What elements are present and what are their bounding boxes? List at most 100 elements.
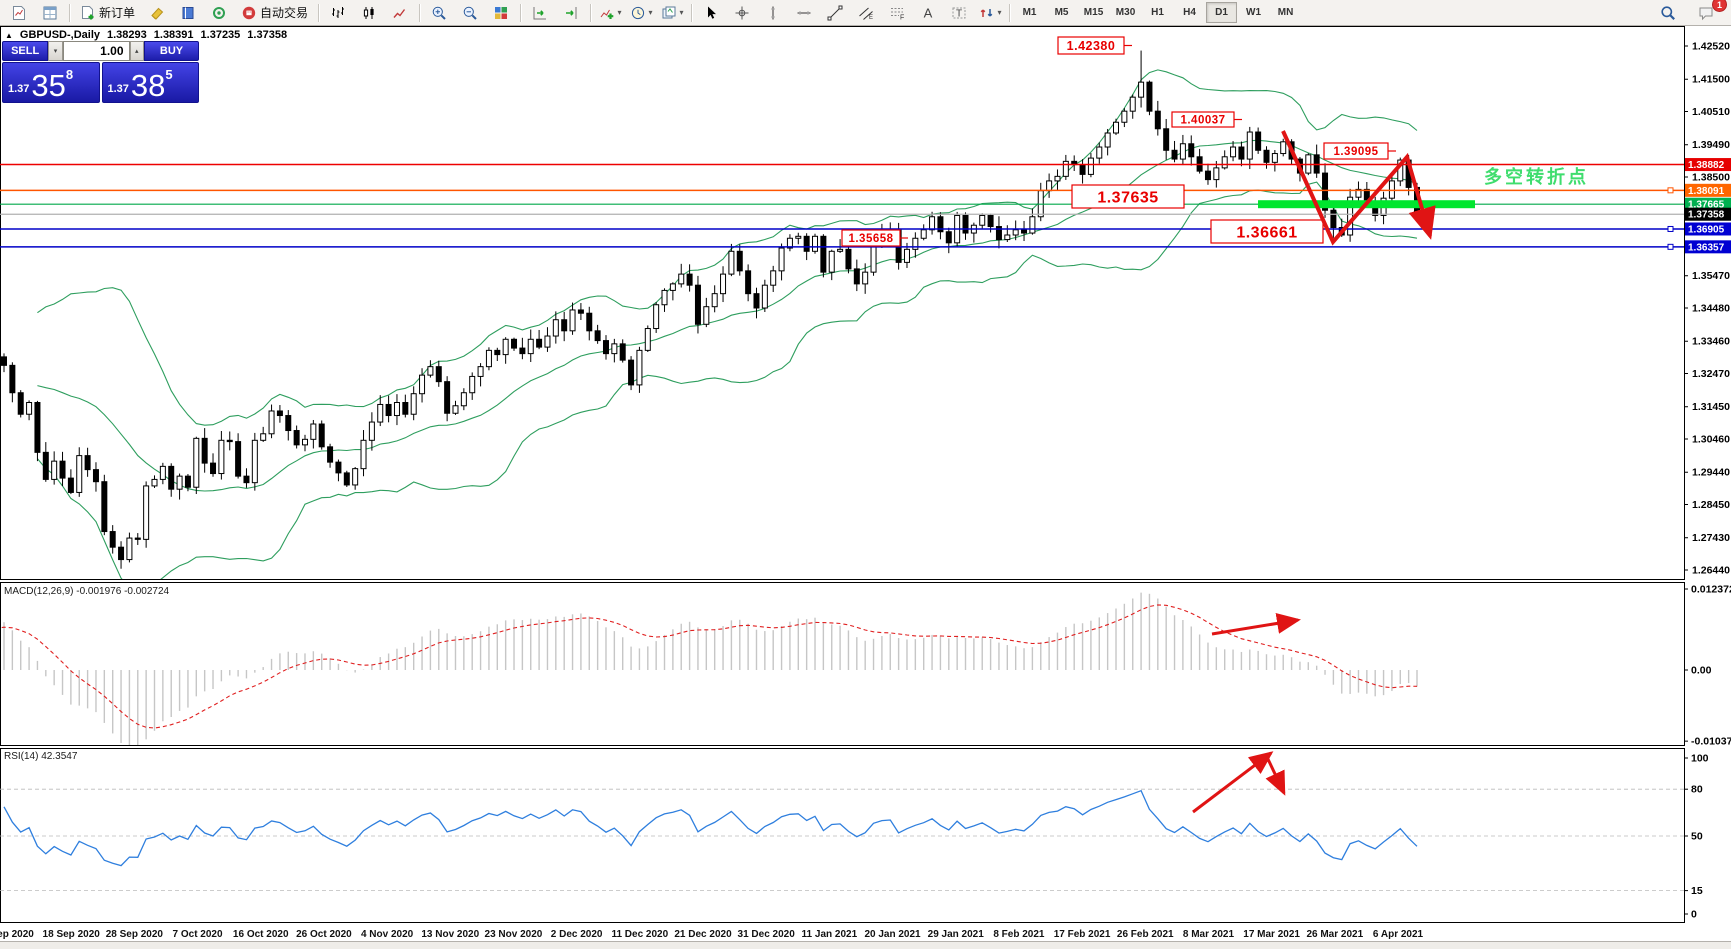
volume-input[interactable]: 1.00 [62,41,130,61]
buy-price-button[interactable]: 1.37 38 5 [101,62,199,103]
trendline-button[interactable] [820,1,850,24]
new-order-button[interactable]: 新订单 [74,1,141,24]
fibonacci-button[interactable] [882,1,912,24]
auto-scroll-button[interactable] [525,1,555,24]
chart-title-bar: ▲ GBPUSD-,Daily 1.38293 1.38391 1.37235 … [5,29,287,41]
timeframe-mn-button[interactable]: MN [1277,7,1294,18]
signal-icon [211,5,227,21]
toolbar-separator [419,3,421,22]
date-axis[interactable]: 9 Sep 2020 18 Sep 2020 28 Sep 2020 7 Oct 20… [0,929,1424,940]
date-axis-label: 26 Feb 2021 [1117,929,1174,940]
bull-bear-turning-point-annotation[interactable]: 多空转折点 [1484,167,1589,187]
timeframe-m30-button[interactable]: M30 [1115,7,1136,18]
rsi-line [3,789,1418,867]
date-axis-label: 18 Sep 2020 [43,929,101,940]
buy-button[interactable]: BUY [144,41,199,61]
tiles-icon [493,5,509,21]
templates-button[interactable]: ▾ [657,1,687,24]
svg-text:1.37665: 1.37665 [1688,200,1725,211]
volume-decrease-button[interactable]: ▾ [48,41,63,61]
line-drag-handle[interactable] [1667,187,1674,194]
svg-text:1.35658: 1.35658 [848,233,893,245]
one-click-trading-panel: SELL ▾ 1.00 ▴ BUY 1.37 35 8 1.37 38 5 [2,41,199,103]
notifications-button[interactable]: 1 [1691,0,1727,24]
buy-price-pip: 5 [165,67,173,82]
dropdown-caret-icon: ▾ [997,7,1002,17]
date-axis-label: 8 Feb 2021 [993,929,1045,940]
timeframe-h4-button[interactable]: H4 [1183,7,1196,18]
cursor-button[interactable] [696,1,726,24]
line-drag-handle[interactable] [1667,243,1674,250]
crosshair-icon [734,5,750,21]
price-axis-label: 1.40510 [1692,106,1730,118]
bar-chart-button[interactable] [323,1,353,24]
sell-price-button[interactable]: 1.37 35 8 [2,62,100,103]
collapse-triangle-icon[interactable]: ▲ [5,30,13,40]
search-button[interactable] [1653,1,1683,24]
timeframe-m15-button[interactable]: M15 [1083,7,1104,18]
price-anchor-label[interactable]: 1.42380 [1057,36,1132,55]
cursor-icon [703,5,719,21]
arrows-objects-button[interactable]: ▾ [975,1,1005,24]
sell-price-pip: 8 [65,67,74,82]
text-label-button[interactable] [944,1,974,24]
date-axis-label: 9 Sep 2020 [0,929,34,940]
macd-axis-label: 0.012372 [1691,584,1731,596]
price-anchor-label[interactable]: 1.36661 [1210,219,1324,244]
expert-advisors-button[interactable] [173,1,203,24]
price-anchor-label[interactable]: 1.40037 [1171,111,1242,128]
candlestick-chart-button[interactable] [354,1,384,24]
periods-button[interactable]: ▾ [626,1,656,24]
status-bar [0,941,1731,949]
chart-shift-button[interactable] [556,1,586,24]
date-axis-label: 17 Mar 2021 [1243,929,1300,940]
price-axis-label: 1.41500 [1692,74,1730,86]
zoom-out-button[interactable] [455,1,485,24]
date-axis-label: 20 Jan 2021 [864,929,921,940]
crosshair-button[interactable] [727,1,757,24]
indicators-list-button[interactable]: ▾ [595,1,625,24]
volume-increase-button[interactable]: ▴ [129,41,145,61]
price-axis-label: 1.42520 [1692,41,1730,53]
eraser-button[interactable] [142,1,172,24]
zigzag-trend-arrow[interactable] [1281,130,1436,246]
template-icon [661,5,677,21]
line-drag-handle[interactable] [1667,225,1674,232]
ohlc-open: 1.38293 [107,29,147,41]
price-anchor-label[interactable]: 1.37635 [1071,184,1185,209]
horizontal-line-button[interactable] [789,1,819,24]
zoom-in-button[interactable] [424,1,454,24]
autotrading-button[interactable]: 自动交易 [235,1,314,24]
vertical-line-button[interactable] [758,1,788,24]
price-axis-label: 1.32470 [1692,368,1730,380]
price-anchor-label[interactable]: 1.35658 [841,229,908,247]
macd-annotation-arrow[interactable] [1211,613,1301,636]
timeframe-h1-button[interactable]: H1 [1151,7,1164,18]
timeframe-w1-button[interactable]: W1 [1246,7,1262,18]
price-anchor-label[interactable]: 1.39095 [1323,142,1396,160]
alerts-signal-button[interactable] [204,1,234,24]
text-button[interactable] [913,1,943,24]
zoomout-icon [462,5,478,21]
svg-text:1.42380: 1.42380 [1067,39,1116,53]
new-chart-button[interactable] [4,1,34,24]
timeframe-m5-button[interactable]: M5 [1054,7,1069,18]
date-axis-label: 23 Nov 2020 [485,929,543,940]
main-pane-frame [0,26,1685,580]
data-window-button[interactable] [35,1,65,24]
fibo-icon [889,5,905,21]
rsi-annotation-arrow[interactable] [1265,756,1286,796]
ohlc-close: 1.37358 [247,29,288,41]
rsi-annotation-arrow[interactable] [1192,751,1274,814]
rsi-axis-label: 50 [1691,831,1703,843]
equidistant-channel-button[interactable] [851,1,881,24]
sell-button[interactable]: SELL [2,41,49,61]
price-axis[interactable]: 1.42520 1.41500 1.40510 1.39490 1.38500 1.354… [1684,41,1731,921]
line-chart-button[interactable] [385,1,415,24]
textA-icon [920,5,936,21]
tile-windows-button[interactable] [486,1,516,24]
timeframe-d1-button[interactable]: D1 [1206,2,1238,23]
date-axis-label: 13 Nov 2020 [421,929,479,940]
timeframe-m1-button[interactable]: M1 [1022,7,1037,18]
